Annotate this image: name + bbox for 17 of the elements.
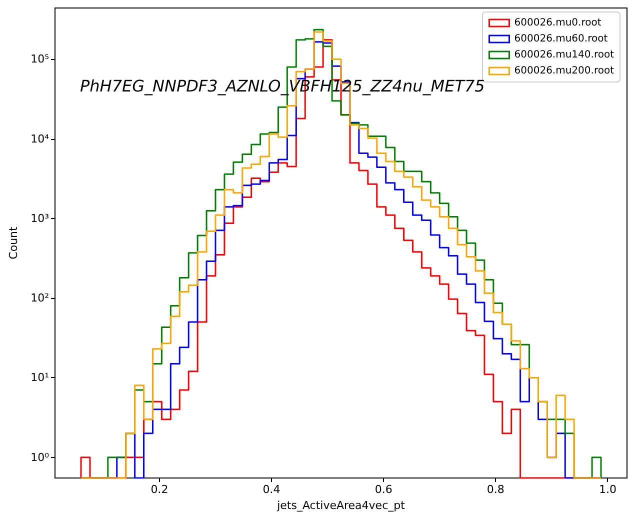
y-tick-label: 10⁵ xyxy=(30,52,49,66)
legend-label: 600026.mu0.root xyxy=(514,18,602,28)
x-tick-label: 1.0 xyxy=(598,483,616,496)
y-tick-label: 10¹ xyxy=(30,371,49,384)
y-tick-label: 10² xyxy=(30,292,49,305)
x-tick-label: 0.6 xyxy=(374,483,392,496)
y-tick-label: 10⁰ xyxy=(30,450,50,464)
x-tick-label: 0.4 xyxy=(262,483,280,496)
y-tick-label: 10³ xyxy=(30,212,49,225)
y-axis-title: Count xyxy=(7,226,20,260)
x-axis-title: jets_ActiveArea4vec_pt xyxy=(276,498,406,512)
legend-label: 600026.mu200.root xyxy=(514,66,614,76)
y-tick-label: 10⁴ xyxy=(30,132,50,146)
x-tick-label: 0.2 xyxy=(150,483,168,496)
legend-label: 600026.mu60.root xyxy=(514,34,608,44)
legend-label: 600026.mu140.root xyxy=(514,50,614,60)
x-tick-label: 0.8 xyxy=(486,483,504,496)
